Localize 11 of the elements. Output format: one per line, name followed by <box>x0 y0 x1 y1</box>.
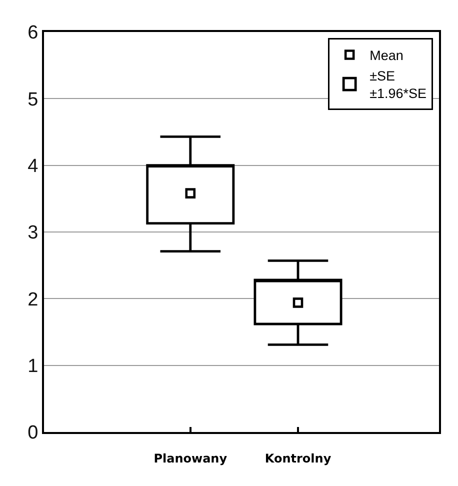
y-tick-label: 5 <box>28 89 38 110</box>
legend-label: Mean <box>370 48 404 64</box>
x-tick-label: Kontrolny <box>264 451 332 466</box>
y-tick-label: 4 <box>28 156 39 177</box>
x-tick-label: Planowany <box>154 451 228 466</box>
y-tick-label: 1 <box>28 356 38 377</box>
y-tick-label: 3 <box>28 222 38 244</box>
y-tick-label: 6 <box>28 22 38 44</box>
y-tick-label: 2 <box>28 289 38 310</box>
y-tick-label: 0 <box>28 422 38 444</box>
legend-label: ±SE ±1.96*SE <box>370 68 427 102</box>
